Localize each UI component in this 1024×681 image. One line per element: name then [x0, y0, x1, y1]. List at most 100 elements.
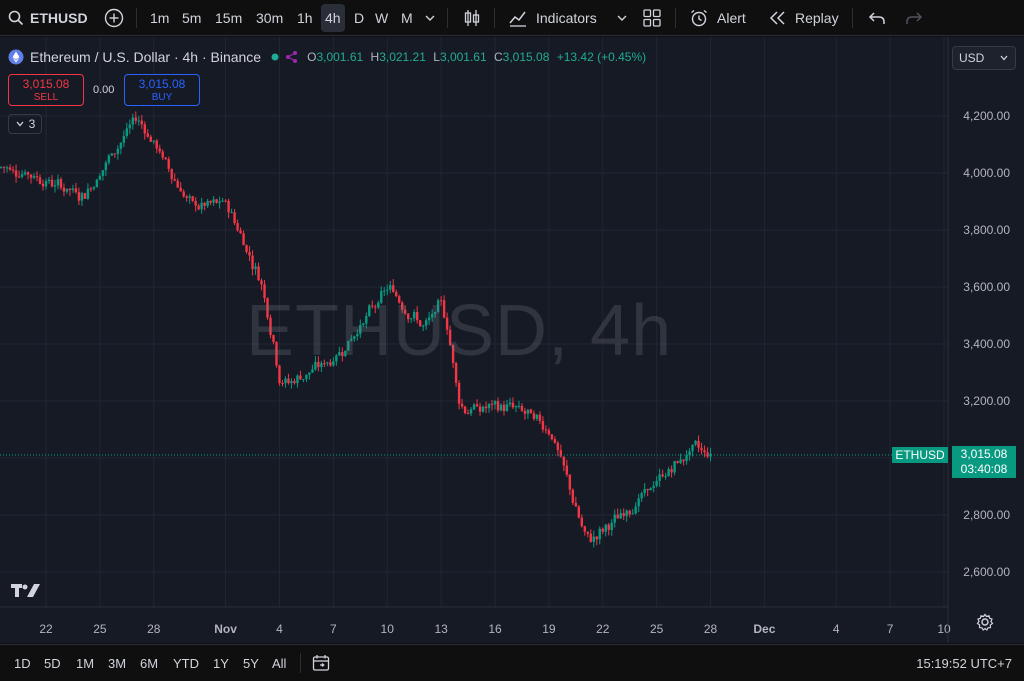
buy-button[interactable]: 3,015.08 BUY: [124, 74, 200, 106]
candle-up: [433, 312, 437, 314]
interval-5m[interactable]: 5m: [182, 0, 201, 36]
indicators-dropdown[interactable]: [616, 0, 628, 36]
candle-up: [655, 480, 658, 486]
range-label: All: [272, 655, 287, 671]
interval-30m[interactable]: 30m: [256, 0, 283, 36]
candle-up: [679, 459, 682, 464]
spread-value: 0.00: [93, 84, 115, 96]
interval-1h[interactable]: 1h: [297, 0, 313, 36]
candle-down: [50, 179, 54, 187]
candle-down: [275, 342, 278, 366]
currency-label: USD: [959, 51, 985, 65]
candle-down: [248, 251, 251, 256]
candle-down: [149, 136, 152, 142]
price-tick-label: 3,600.00: [963, 280, 1010, 294]
range-1m[interactable]: 1M: [76, 645, 94, 681]
candle-up: [625, 510, 628, 517]
candle-up: [305, 374, 308, 379]
candle-down: [329, 362, 332, 366]
candle-up: [212, 199, 215, 203]
redo-button[interactable]: [905, 0, 923, 36]
candle-up: [20, 174, 24, 177]
candle-down: [239, 230, 242, 234]
candle-up: [640, 493, 643, 499]
price-chart[interactable]: 4,200.00 4,000.00 3,800.00 3,600.00 3,400.00…: [0, 37, 1024, 643]
candle-up: [92, 187, 96, 189]
replay-button[interactable]: Replay: [769, 0, 839, 36]
candle-down: [550, 434, 554, 440]
candle-up: [107, 155, 111, 163]
divider: [136, 8, 137, 28]
interval-w[interactable]: W: [375, 0, 388, 36]
candle-down: [589, 533, 592, 542]
range-label: 6M: [140, 655, 159, 671]
candle-down: [62, 187, 66, 192]
candle-down: [395, 292, 398, 297]
symbol-search[interactable]: ETHUSD: [8, 0, 88, 36]
time-tick-label: 7: [330, 622, 337, 636]
interval-1m[interactable]: 1m: [150, 0, 169, 36]
interval-d[interactable]: D: [354, 0, 364, 36]
interval-m[interactable]: M: [401, 0, 413, 36]
interval-dropdown[interactable]: [424, 0, 436, 36]
interval-4h[interactable]: 4h: [321, 4, 345, 32]
candle-up: [332, 361, 335, 366]
range-1d[interactable]: 1D: [14, 645, 31, 681]
candle-down: [556, 442, 560, 451]
alert-button[interactable]: Alert: [689, 0, 746, 36]
time-tick-label: 25: [650, 622, 664, 636]
tradingview-logo[interactable]: [10, 582, 42, 606]
high-value: 3,021.21: [379, 50, 426, 64]
candle-down: [442, 300, 446, 318]
layouts-button[interactable]: [643, 0, 661, 36]
candles-icon: [464, 10, 480, 26]
range-all[interactable]: All: [272, 645, 286, 681]
compare-button[interactable]: [104, 0, 124, 36]
high-key: H: [370, 50, 380, 64]
range-ytd[interactable]: YTD: [173, 645, 199, 681]
interval-15m[interactable]: 15m: [215, 0, 242, 36]
candle-up: [5, 167, 9, 169]
candle-down: [392, 285, 395, 293]
time-tick-label: 25: [93, 622, 107, 636]
candle-down: [439, 300, 443, 302]
candle-down: [29, 174, 33, 178]
candle-down: [448, 329, 452, 346]
indicators-collapse-button[interactable]: 3: [8, 114, 42, 134]
candle-up: [362, 323, 365, 325]
range-3m[interactable]: 3M: [108, 645, 126, 681]
timezone-clock[interactable]: 15:19:52 UTC+7: [916, 645, 1012, 681]
candle-down: [17, 176, 21, 178]
redo-icon: [906, 12, 923, 24]
candle-up: [535, 414, 539, 419]
candle-up: [631, 513, 634, 515]
candle-down: [646, 488, 649, 491]
range-label: 3M: [108, 655, 127, 671]
sell-button[interactable]: 3,015.08 SELL: [8, 74, 84, 106]
candle-down: [529, 409, 533, 414]
candle-up: [481, 406, 485, 412]
candle-down: [317, 361, 320, 368]
chart-type-button[interactable]: [462, 0, 482, 36]
currency-select[interactable]: USD: [952, 46, 1016, 70]
candle-down: [628, 510, 631, 515]
legend-status[interactable]: [271, 51, 298, 63]
candle-down: [287, 378, 290, 384]
candle-up: [338, 352, 341, 356]
goto-date-button[interactable]: [312, 645, 332, 681]
candle-down: [418, 320, 422, 327]
undo-button[interactable]: [868, 0, 886, 36]
chart-pane[interactable]: 4,200.00 4,000.00 3,800.00 3,600.00 3,400.00…: [0, 37, 1024, 643]
range-1y[interactable]: 1Y: [213, 645, 229, 681]
candle-down: [59, 179, 63, 188]
candle-up: [472, 404, 476, 410]
range-5y[interactable]: 5Y: [243, 645, 259, 681]
candle-down: [173, 179, 176, 181]
range-5d[interactable]: 5D: [44, 645, 61, 681]
candle-down: [191, 196, 194, 201]
candle-up: [119, 142, 123, 149]
chart-settings-button[interactable]: [976, 610, 994, 634]
range-6m[interactable]: 6M: [140, 645, 158, 681]
indicators-button[interactable]: Indicators: [508, 0, 597, 36]
chevron-down-icon: [16, 121, 24, 127]
